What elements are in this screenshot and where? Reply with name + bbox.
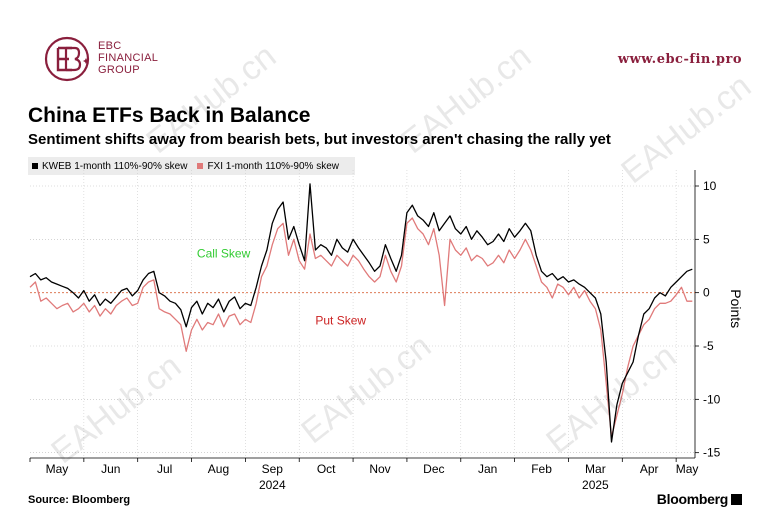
brand-name: EBC FINANCIAL GROUP: [98, 40, 158, 76]
brand-line-3: GROUP: [98, 64, 140, 76]
year-label: 2025: [582, 478, 609, 492]
x-tick-label: Jun: [101, 462, 120, 476]
annotation-put-skew: Put Skew: [315, 314, 366, 328]
y-tick-label: 0: [703, 286, 710, 300]
legend-swatch-kweb: [32, 163, 38, 169]
y-tick-label: 10: [703, 179, 717, 193]
y-tick-label: -5: [703, 339, 714, 353]
x-tick-label: Nov: [369, 462, 390, 476]
bloomberg-icon: [731, 494, 742, 505]
x-tick-label: May: [676, 462, 699, 476]
x-tick-label: Dec: [423, 462, 444, 476]
y-tick-label: -10: [703, 392, 721, 406]
bloomberg-label: Bloomberg: [656, 491, 729, 507]
chart-title: China ETFs Back in Balance: [28, 104, 311, 127]
bloomberg-brand: Bloomberg: [657, 491, 742, 507]
x-tick-label: Oct: [317, 462, 336, 476]
x-tick-label: Apr: [640, 462, 659, 476]
legend-label-kweb: KWEB 1-month 110%-90% skew: [42, 160, 188, 172]
legend-item-fxi: FXI 1-month 110%-90% skew: [197, 161, 339, 172]
x-tick-label: Sep: [262, 462, 284, 476]
series-line-fxi: [29, 217, 693, 438]
series-line-kweb: [29, 183, 693, 443]
y-axis-title: Points: [728, 289, 744, 328]
y-tick-label: -15: [703, 446, 721, 460]
x-tick-label: Jul: [157, 462, 172, 476]
annotation-call-skew: Call Skew: [197, 246, 251, 260]
legend-swatch-fxi: [197, 163, 204, 169]
brand-line-1: EBC: [98, 40, 122, 52]
x-tick-label: Mar: [585, 462, 606, 476]
legend-label-fxi: FXI 1-month 110%-90% skew: [207, 160, 339, 172]
legend-item-kweb: KWEB 1-month 110%-90% skew: [32, 161, 187, 172]
x-tick-label: Aug: [208, 462, 229, 476]
x-tick-label: May: [46, 462, 69, 476]
year-label: 2024: [259, 478, 286, 492]
ebc-logo: [44, 36, 90, 82]
x-tick-label: Jan: [478, 462, 497, 476]
source-note: Source: Bloomberg: [28, 494, 131, 506]
chart-legend: KWEB 1-month 110%-90% skew FXI 1-month 1…: [28, 157, 355, 175]
brand-line-2: FINANCIAL: [98, 52, 159, 64]
y-tick-label: 5: [703, 232, 710, 246]
x-tick-label: Feb: [531, 462, 552, 476]
website-url[interactable]: www.ebc-fin.pro: [617, 52, 742, 67]
chart-subtitle: Sentiment shifts away from bearish bets,…: [28, 131, 611, 148]
